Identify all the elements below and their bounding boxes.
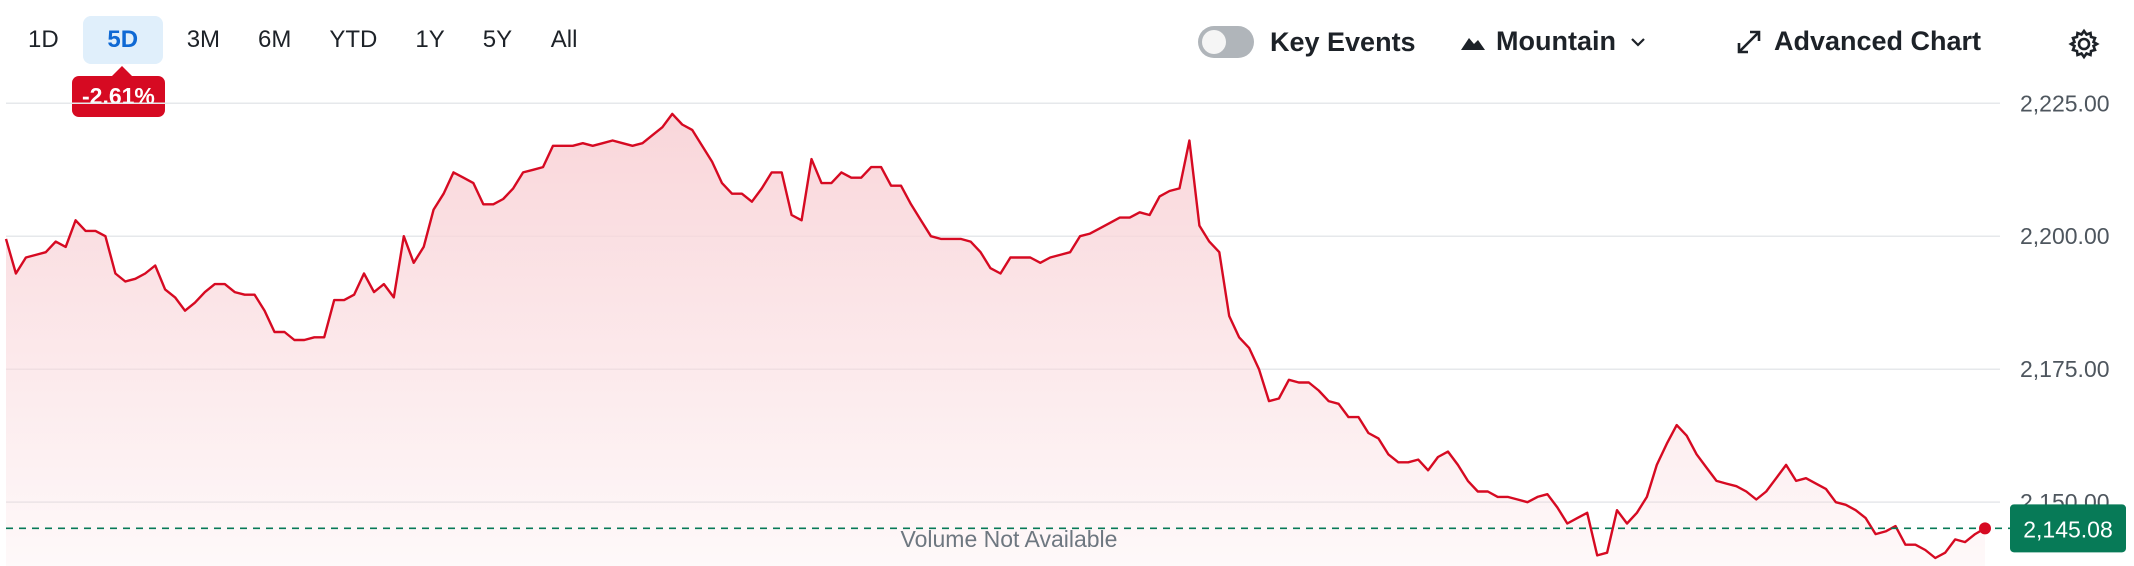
chart-style-label: Mountain xyxy=(1496,26,1616,56)
toggle-knob xyxy=(1202,30,1226,54)
current-price-tag xyxy=(2010,504,2126,553)
chart-toolbar: 1D 5D 3M 6M YTD 1Y 5Y All -2.61% Key Events Mou… xyxy=(0,0,2134,117)
advanced-chart-label: Advanced Chart xyxy=(1774,26,1982,56)
chart-style-dropdown[interactable]: Mountain xyxy=(1460,26,1646,57)
expand-arrows-icon xyxy=(1736,29,1762,55)
series-line[interactable] xyxy=(4,112,1986,560)
key-events-label: Key Events xyxy=(1270,26,1416,57)
series-area xyxy=(6,113,1985,566)
y-tick-label: 2,225.00 xyxy=(2020,90,2110,116)
range-selector: 1D 5D 3M 6M YTD 1Y 5Y All xyxy=(14,16,602,64)
range-button-ytd[interactable]: YTD xyxy=(329,26,378,53)
change-badge: -2.61% xyxy=(72,66,165,117)
y-tick-label: 2,175.00 xyxy=(2020,356,2110,382)
range-button-all[interactable]: All xyxy=(550,26,578,53)
chevron-down-icon xyxy=(1630,36,1646,48)
range-button-5y[interactable]: 5Y xyxy=(482,26,513,53)
range-button-1y[interactable]: 1Y xyxy=(415,26,445,53)
gear-icon[interactable] xyxy=(2068,28,2100,60)
advanced-chart-button[interactable]: Advanced Chart xyxy=(1736,26,1981,57)
range-button-3m[interactable]: 3M xyxy=(186,26,221,53)
current-price-label: 2,145.08 xyxy=(2023,516,2113,542)
range-button-5d[interactable]: 5D xyxy=(82,16,163,64)
volume-note: Volume Not Available xyxy=(900,526,1118,552)
range-button-1d[interactable]: 1D xyxy=(28,26,59,53)
toggle-switch[interactable] xyxy=(1198,26,1254,58)
range-button-6m[interactable]: 6M xyxy=(258,26,292,53)
price-chart[interactable]: 2,150.002,175.002,200.002,225.002,145.08 xyxy=(0,82,2134,566)
last-point[interactable] xyxy=(1979,522,1991,535)
y-tick-label: 2,200.00 xyxy=(2020,223,2110,249)
mountain-icon xyxy=(1460,32,1486,52)
key-events-toggle[interactable]: Key Events xyxy=(1198,26,1416,58)
